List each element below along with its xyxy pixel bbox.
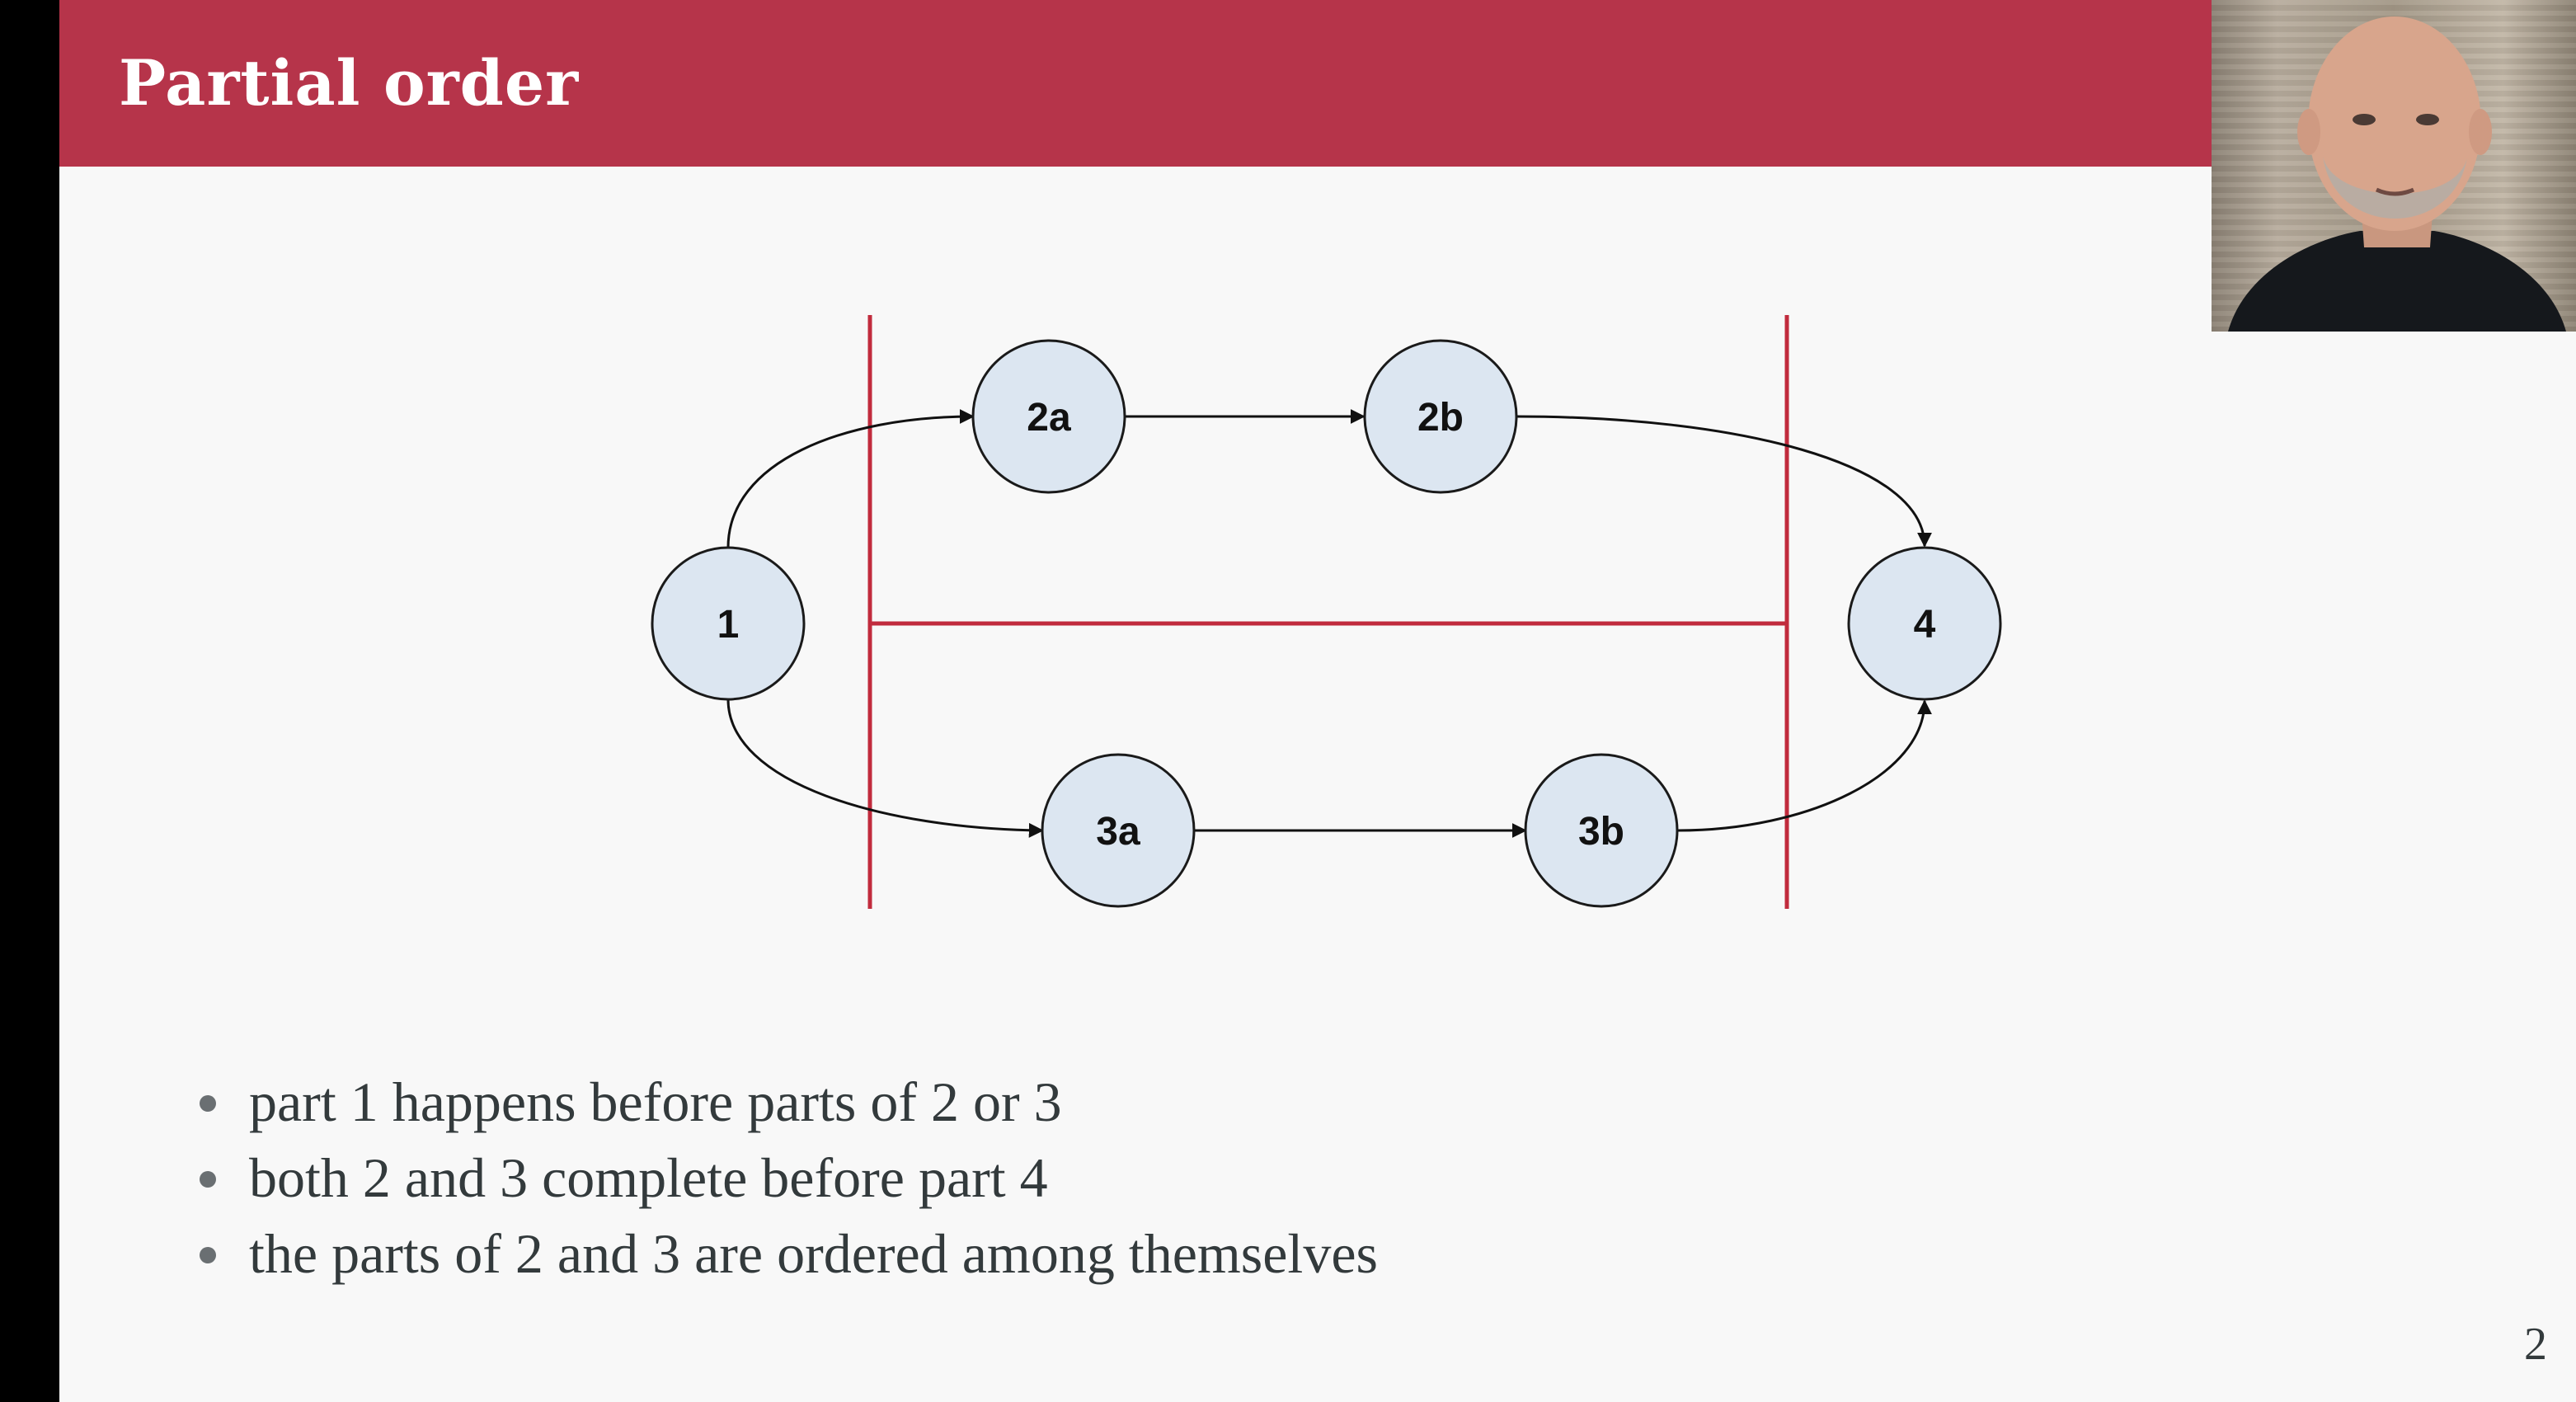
edge-3b-to-4 [1677, 699, 1932, 832]
page-number: 2 [2524, 1319, 2547, 1370]
bullet-item: both 2 and 3 complete before part 4 [183, 1140, 1378, 1216]
node-2a: 2a [971, 339, 1126, 494]
bullet-item: the parts of 2 and 3 are ordered among t… [183, 1216, 1378, 1291]
bullet-list: part 1 happens before parts of 2 or 3 bo… [183, 1064, 1378, 1291]
bullet-text: both 2 and 3 complete before part 4 [249, 1146, 1048, 1209]
node-3a: 3a [1041, 753, 1196, 908]
bullet-dot-icon [200, 1171, 216, 1188]
node-3b-label: 3b [1578, 810, 1624, 854]
edge-1-to-2a [726, 409, 975, 548]
edge-1-to-3a [726, 699, 1044, 838]
node-4: 4 [1847, 546, 2002, 701]
edge-2b-to-4 [1516, 415, 1932, 548]
node-1-label: 1 [717, 603, 740, 647]
bullet-dot-icon [200, 1095, 216, 1112]
node-2a-label: 2a [1027, 396, 1071, 440]
bullet-item: part 1 happens before parts of 2 or 3 [183, 1064, 1378, 1140]
node-3b: 3b [1524, 753, 1679, 908]
node-4-label: 4 [1914, 603, 1936, 647]
presenter-webcam [2212, 0, 2576, 332]
partial-order-diagram: 1 2a 2b 3a 3b 4 [651, 315, 2002, 909]
title-bar: Partial order [59, 0, 2212, 167]
node-3a-label: 3a [1096, 810, 1140, 854]
node-2b: 2b [1363, 339, 1518, 494]
presenter-icon [2228, 16, 2566, 332]
node-2b-label: 2b [1417, 396, 1464, 440]
node-1: 1 [651, 546, 806, 701]
slide: Partial order 1 [59, 0, 2576, 1402]
bullet-text: the parts of 2 and 3 are ordered among t… [249, 1222, 1378, 1285]
bullet-dot-icon [200, 1247, 216, 1263]
bullet-text: part 1 happens before parts of 2 or 3 [249, 1070, 1062, 1133]
slide-title: Partial order [119, 46, 580, 120]
